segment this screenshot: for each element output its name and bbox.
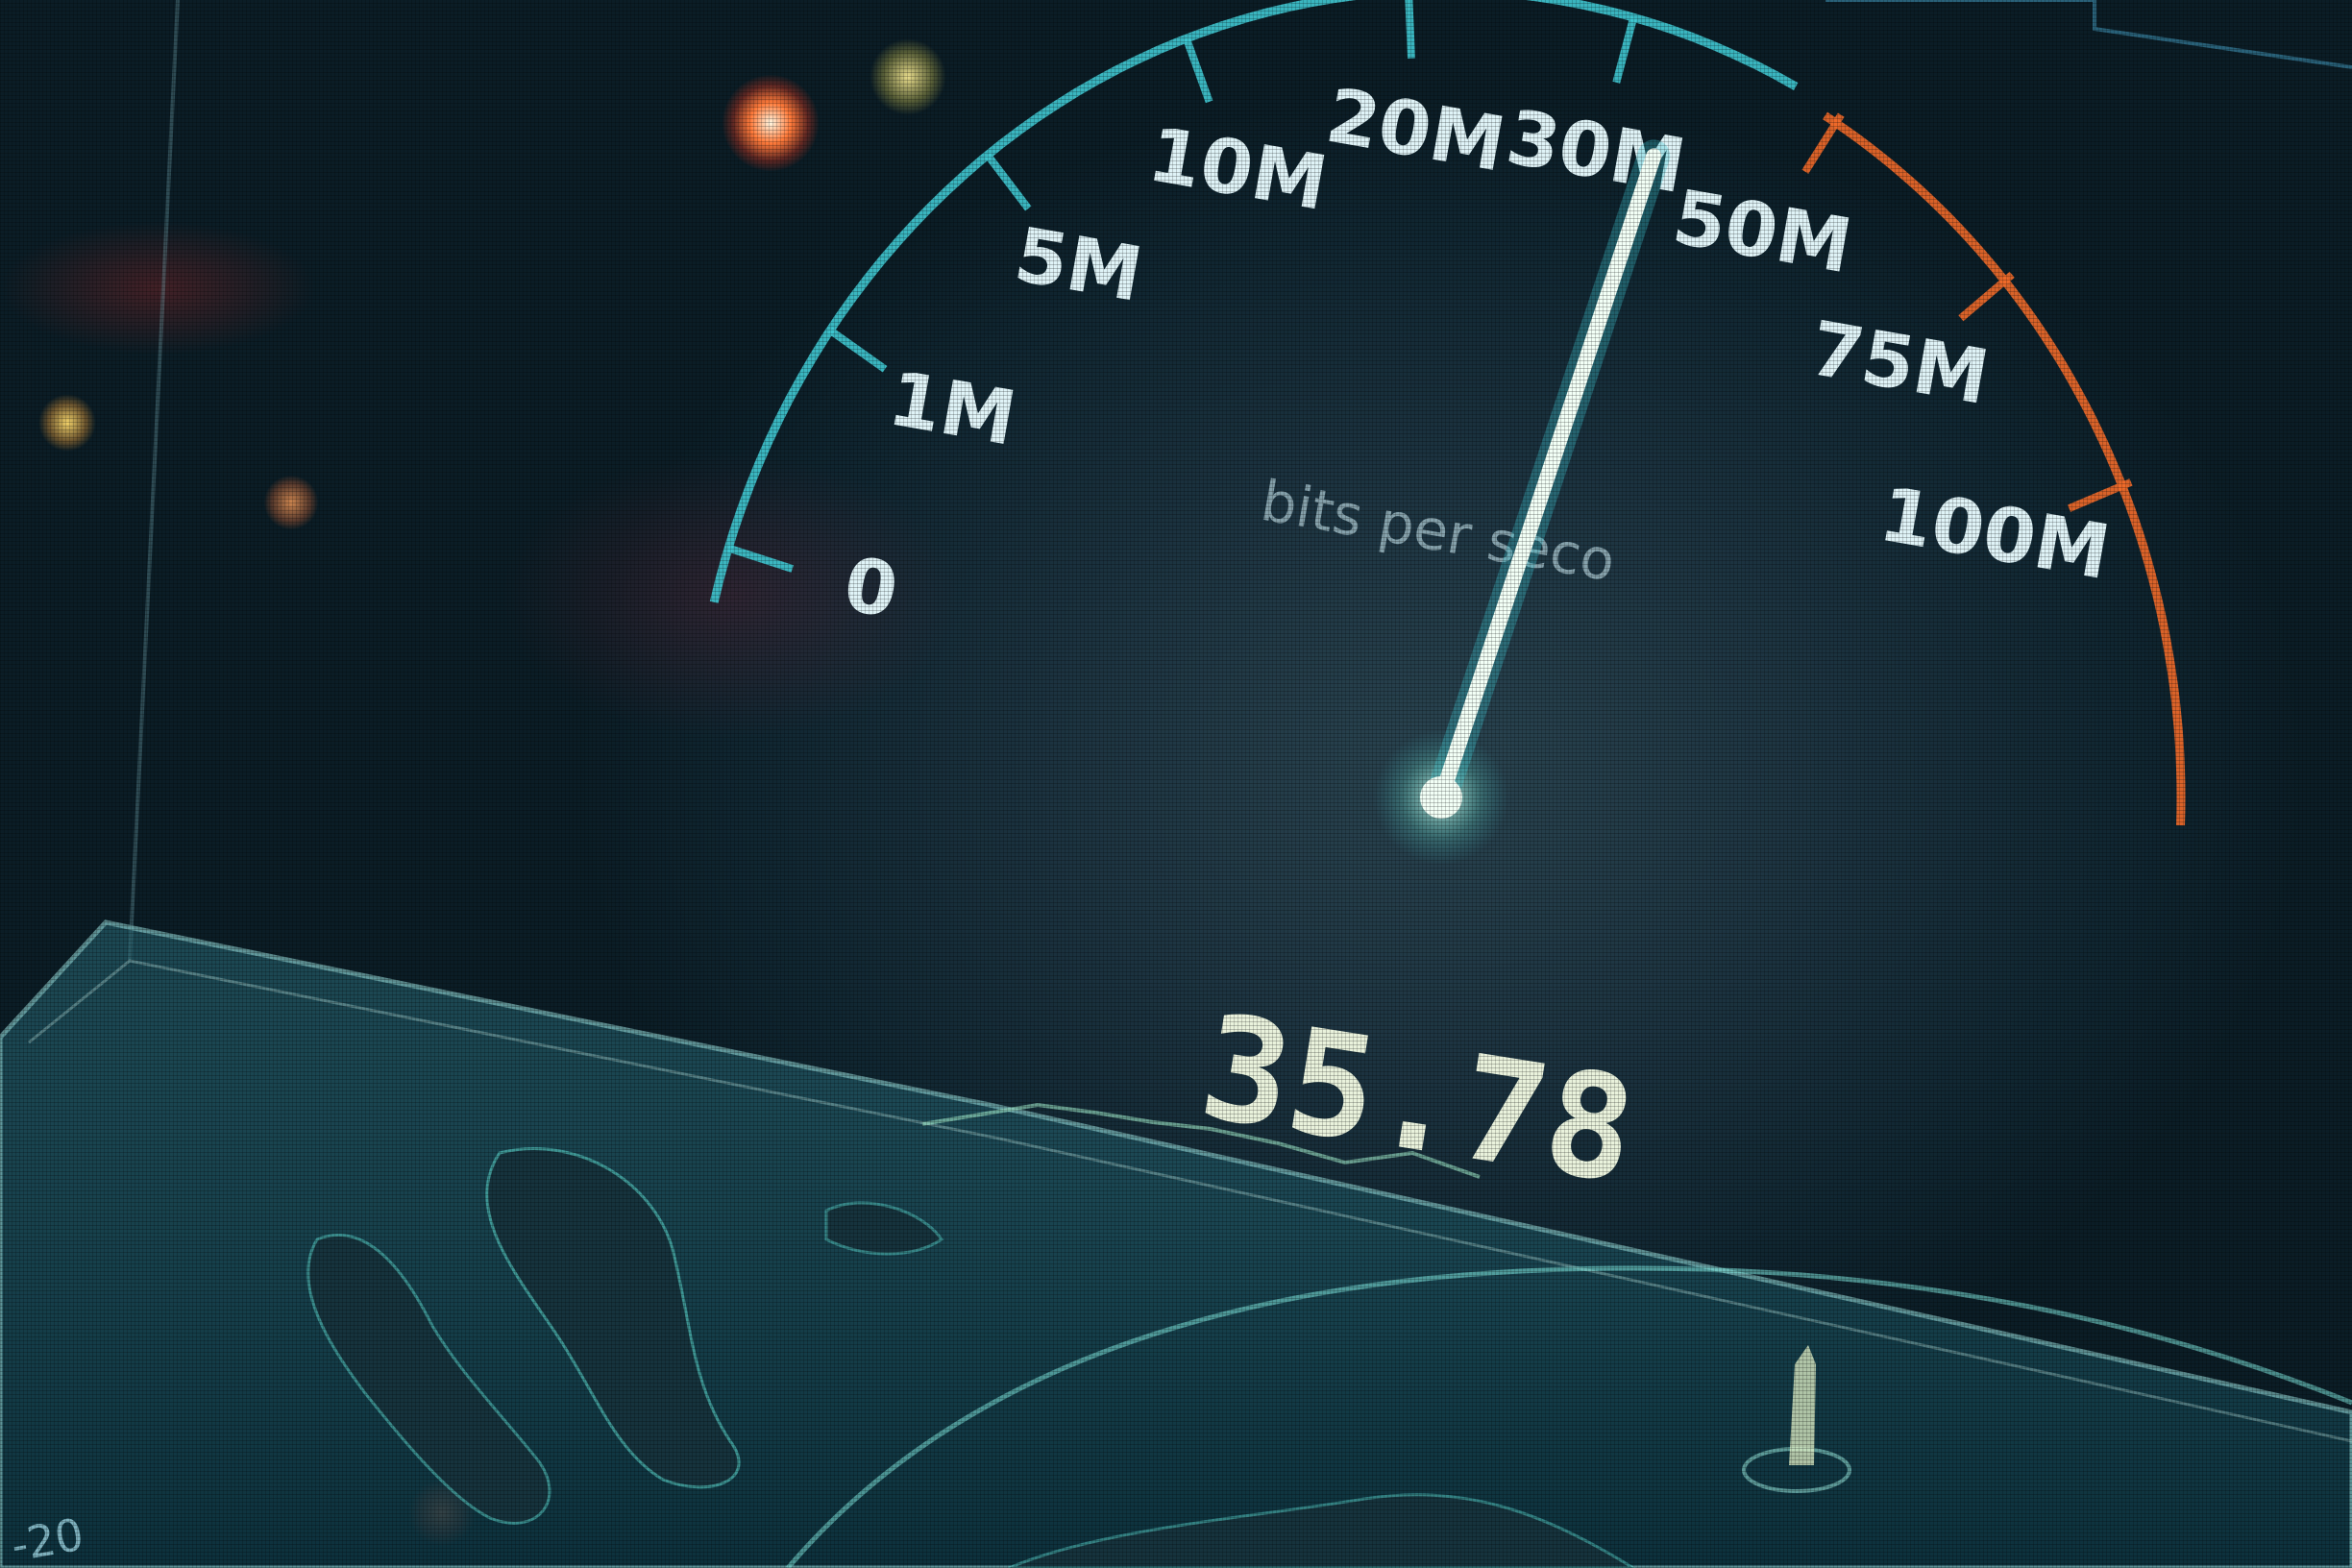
arc-warning xyxy=(1822,111,2186,826)
map-coast-bottom xyxy=(1008,1493,1636,1568)
tick-mark xyxy=(1801,112,1845,174)
map-panel: -20 xyxy=(0,919,2352,1568)
map-island-center xyxy=(485,1147,741,1489)
map-island-left xyxy=(306,1234,551,1525)
tick-mark xyxy=(1958,271,2015,322)
tick-label: 100M xyxy=(1874,472,2116,597)
map-panel-frame xyxy=(0,919,2352,1568)
map-panel-bevel xyxy=(28,959,2352,1443)
tick-mark xyxy=(726,544,794,573)
frame-line xyxy=(128,0,180,962)
gauge-ticks xyxy=(726,0,2133,573)
tick-mark xyxy=(827,327,888,373)
gauge-arc xyxy=(709,0,2186,826)
needle-hub xyxy=(1420,776,1462,819)
unit-label: bits per seco xyxy=(1257,468,1621,595)
tick-label: 1M xyxy=(882,355,1022,463)
tick-mark xyxy=(2067,478,2133,512)
needle xyxy=(1433,148,1662,805)
gauge-needle xyxy=(1374,139,1671,865)
arc-primary xyxy=(709,0,1799,603)
server-marker-icon xyxy=(1742,1345,1851,1493)
corner-number: -20 xyxy=(8,1508,87,1568)
tick-label: 75M xyxy=(1803,306,1995,422)
tick-mark xyxy=(1183,37,1213,104)
tick-label: 50M xyxy=(1667,175,1858,291)
speed-trace xyxy=(921,1102,1481,1179)
tick-label: 0 xyxy=(838,541,904,635)
tick-mark xyxy=(984,152,1032,211)
tick-label: 5M xyxy=(1009,212,1149,320)
tick-label: 10M xyxy=(1142,111,1334,228)
tick-mark xyxy=(1405,0,1416,59)
tick-mark xyxy=(1612,16,1638,84)
globe-curve xyxy=(786,1265,2352,1568)
top-frame xyxy=(1825,0,2352,69)
map-island-small xyxy=(824,1201,944,1256)
tick-label: 20M xyxy=(1320,73,1511,189)
